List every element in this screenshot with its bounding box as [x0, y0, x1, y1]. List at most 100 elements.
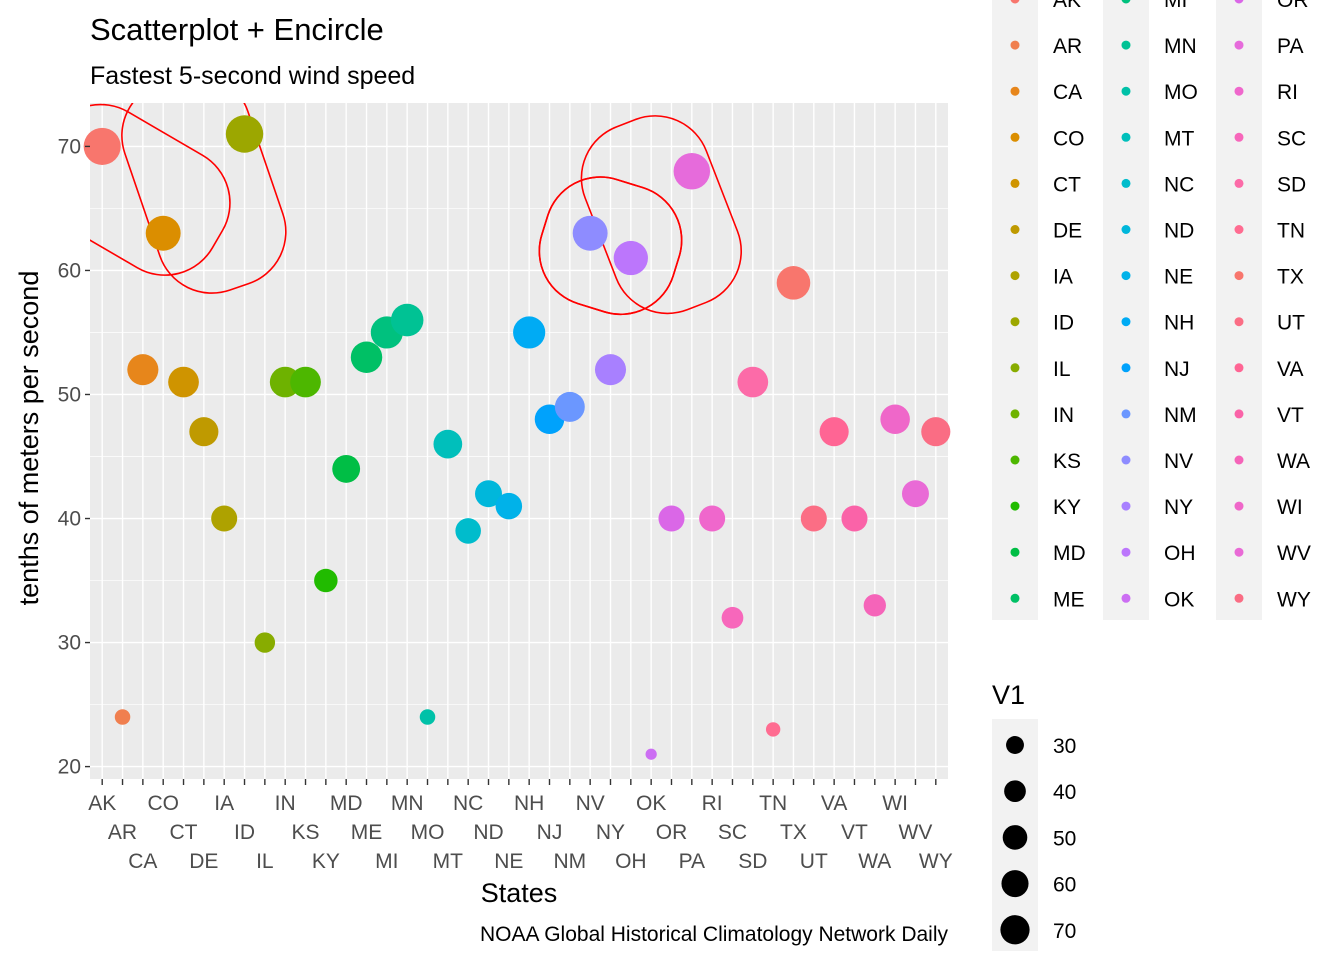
legend-key-dot [1121, 409, 1131, 419]
legend-label: SC [1277, 127, 1306, 150]
legend-key-dot [1010, 178, 1020, 188]
data-point [290, 366, 321, 398]
encircle-outline [538, 176, 683, 316]
legend-label: TN [1277, 220, 1305, 243]
x-tick-label: NE [494, 850, 523, 873]
x-tick-label: IA [214, 792, 234, 815]
size-legend-label: 30 [1053, 735, 1076, 758]
data-point [390, 303, 424, 337]
legend-key-dot [1234, 40, 1244, 50]
legend-label: IA [1053, 266, 1073, 289]
legend-label: WA [1277, 450, 1310, 473]
legend-key-dot [1010, 409, 1020, 419]
legend-label: MT [1164, 127, 1194, 150]
data-point [819, 417, 849, 447]
size-legend-dot [1001, 870, 1029, 898]
legend-label: NC [1164, 173, 1194, 196]
encircle-outline [121, 103, 287, 294]
legend-key-dot [1010, 132, 1020, 142]
legend-label: WY [1277, 588, 1311, 611]
size-legend: V1 30 40 50 60 70 [992, 680, 1076, 951]
x-tick-label: OR [656, 821, 688, 844]
legend-key-dot [1010, 593, 1020, 603]
data-point [765, 722, 781, 737]
x-tick-label: WI [882, 792, 908, 815]
legend-key-dot [1234, 0, 1244, 4]
size-legend-label: 60 [1053, 874, 1076, 897]
legend-label: MD [1053, 542, 1086, 565]
legend-key-dot [1010, 271, 1020, 281]
chart-subtitle: Fastest 5-second wind speed [90, 62, 415, 90]
legend-label: CO [1053, 127, 1085, 150]
legend-key-dot [1121, 0, 1131, 4]
x-tick-label: MT [433, 850, 463, 873]
data-point [554, 391, 585, 422]
encircle-outline [90, 103, 231, 276]
y-axis: 20 30 40 50 60 70 [58, 135, 90, 779]
legend-key-dot [1234, 317, 1244, 327]
x-axis-title: States [481, 878, 558, 908]
x-tick-label: CA [128, 850, 157, 873]
legend-label: NY [1164, 496, 1193, 519]
legend-key-dot [1121, 547, 1131, 557]
x-tick-label: IN [275, 792, 296, 815]
data-point [921, 417, 951, 447]
legend-key-dot [1234, 455, 1244, 465]
color-legend: AK AR CA CO CT DE IA ID IL IN KS KY MD ME MI MN MO MT NC ND… [992, 0, 1311, 620]
legend-label: IL [1053, 358, 1071, 381]
x-tick-label: WA [858, 850, 891, 873]
x-tick-label: SD [738, 850, 767, 873]
legend-label: ME [1053, 588, 1085, 611]
x-tick-label: KS [292, 821, 320, 844]
size-legend-label: 50 [1053, 827, 1076, 850]
legend-label: MO [1164, 81, 1198, 104]
data-point [901, 480, 929, 508]
data-point [776, 266, 811, 300]
y-tick-label: 30 [58, 632, 81, 655]
x-tick-label: VA [821, 792, 847, 815]
size-legend-dot [1004, 780, 1026, 803]
legend-key-dot [1234, 271, 1244, 281]
legend-label: NH [1164, 312, 1194, 335]
legend-label: DE [1053, 220, 1082, 243]
x-tick-label: AK [88, 792, 116, 815]
legend-label: VA [1277, 358, 1303, 381]
data-point [880, 404, 910, 435]
legend-label: KS [1053, 450, 1081, 473]
x-tick-label: IL [256, 850, 274, 873]
x-tick-label: DE [189, 850, 218, 873]
x-tick-label: MI [375, 850, 398, 873]
legend-key-dot [1234, 363, 1244, 373]
data-point [594, 354, 627, 386]
y-tick-label: 40 [58, 508, 81, 531]
legend-key-dot [1234, 409, 1244, 419]
data-point [475, 480, 502, 508]
legend-label: AK [1053, 0, 1081, 12]
data-point [419, 709, 436, 725]
legend-key-dot [1234, 225, 1244, 234]
data-point [189, 417, 219, 447]
x-tick-label: RI [702, 792, 723, 815]
x-tick-label: ME [351, 821, 383, 844]
legend-key-dot [1010, 40, 1020, 50]
legend-key-column [1216, 0, 1262, 620]
legend-label: OH [1164, 542, 1196, 565]
legend-key-dot [1121, 271, 1131, 281]
data-point [168, 366, 199, 398]
x-tick-label: TX [780, 821, 807, 844]
y-tick-label: 20 [58, 756, 81, 779]
data-point [350, 341, 383, 374]
legend-label: CA [1053, 81, 1082, 104]
legend-label: OK [1164, 588, 1194, 611]
legend-label: RI [1277, 81, 1298, 104]
legend-label: NV [1164, 450, 1193, 473]
legend-label: NE [1164, 266, 1193, 289]
x-tick-label: MO [411, 821, 445, 844]
data-point [613, 240, 648, 276]
data-point [645, 748, 657, 760]
chart-caption: NOAA Global Historical Climatology Netwo… [480, 923, 948, 946]
legend-label: CT [1053, 173, 1081, 196]
legend-label: IN [1053, 404, 1074, 427]
